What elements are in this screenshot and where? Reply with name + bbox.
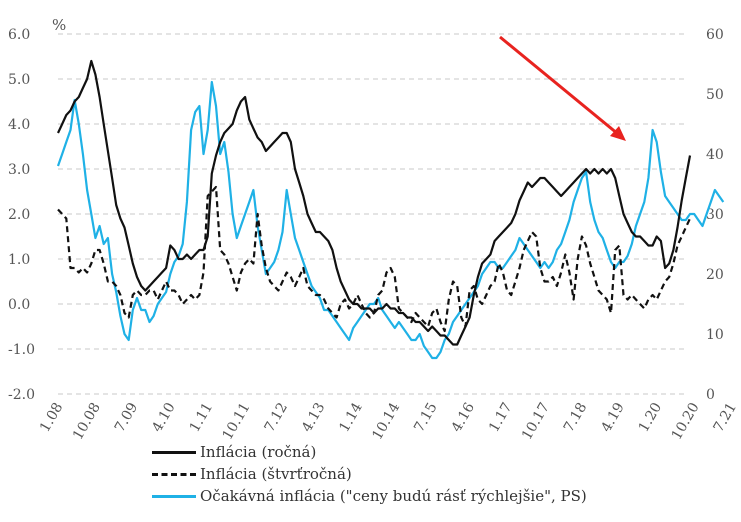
legend-swatch-dashed <box>152 472 196 476</box>
right-tick-label: 50 <box>706 87 724 103</box>
left-tick-label: -2.0 <box>8 387 35 403</box>
legend: Inflácia (ročná) Inflácia (štvrťročná) O… <box>152 441 587 507</box>
right-tick-label: 10 <box>706 327 724 343</box>
right-tick-label: 0 <box>706 387 715 403</box>
x-axis: 1.08 10.08 7.09 4.10 1.11 10.11 7.12 4.13 1.14 10… <box>37 400 740 443</box>
right-tick-label: 30 <box>706 207 724 223</box>
x-tick-label: 4.10 <box>149 400 178 435</box>
x-tick-label: 1.08 <box>37 400 66 435</box>
left-tick-label: 6.0 <box>8 27 30 43</box>
right-tick-label: 20 <box>706 267 724 283</box>
x-tick-label: 10.11 <box>220 400 254 443</box>
x-tick-label: 10.14 <box>369 400 403 443</box>
series-line-2 <box>56 80 725 360</box>
series-layer <box>56 59 725 360</box>
right-tick-label: 40 <box>706 147 724 163</box>
left-tick-label: 4.0 <box>8 117 30 133</box>
x-tick-label: 1.11 <box>187 400 216 435</box>
x-tick-label: 4.13 <box>299 400 328 435</box>
x-tick-label: 7.09 <box>112 400 141 435</box>
annotation-arrow <box>499 35 626 141</box>
left-tick-label: 3.0 <box>8 162 30 178</box>
left-tick-label: -1.0 <box>8 342 35 358</box>
x-tick-label: 10.08 <box>70 400 104 443</box>
legend-label-quarterly: Inflácia (štvrťročná) <box>200 465 352 483</box>
legend-label-annual: Inflácia (ročná) <box>200 443 317 461</box>
left-tick-label: 0.0 <box>8 297 30 313</box>
x-tick-label: 10.17 <box>519 400 553 443</box>
x-tick-label: 1.17 <box>486 400 515 435</box>
x-tick-label: 4.19 <box>598 400 627 435</box>
y-unit-label: % <box>52 16 66 34</box>
x-tick-label: 7.21 <box>711 400 740 435</box>
x-tick-label: 1.20 <box>636 400 665 435</box>
legend-item-expected: Očakávná inflácia ("ceny budú rásť rýchl… <box>152 485 587 507</box>
x-tick-label: 7.12 <box>262 400 291 435</box>
x-tick-label: 10.20 <box>669 400 703 443</box>
series-line-0 <box>57 59 692 346</box>
legend-swatch-blue <box>152 494 196 498</box>
x-tick-label: 1.14 <box>336 400 365 435</box>
legend-swatch-solid <box>152 450 196 454</box>
left-tick-label: 5.0 <box>8 72 30 88</box>
legend-item-quarterly: Inflácia (štvrťročná) <box>152 463 587 485</box>
x-tick-label: 7.15 <box>411 400 440 435</box>
x-tick-label: 4.16 <box>449 400 478 435</box>
right-axis: 60 50 40 30 20 10 0 <box>706 27 724 403</box>
x-tick-label: 7.18 <box>561 400 590 435</box>
left-tick-label: 1.0 <box>8 252 30 268</box>
gridlines <box>58 33 687 395</box>
left-axis: 6.0 5.0 4.0 3.0 2.0 1.0 0.0 -1.0 -2.0 <box>8 27 35 403</box>
legend-label-expected: Očakávná inflácia ("ceny budú rásť rýchl… <box>200 487 587 505</box>
right-tick-label: 60 <box>706 27 724 43</box>
legend-item-annual: Inflácia (ročná) <box>152 441 587 463</box>
left-tick-label: 2.0 <box>8 207 30 223</box>
